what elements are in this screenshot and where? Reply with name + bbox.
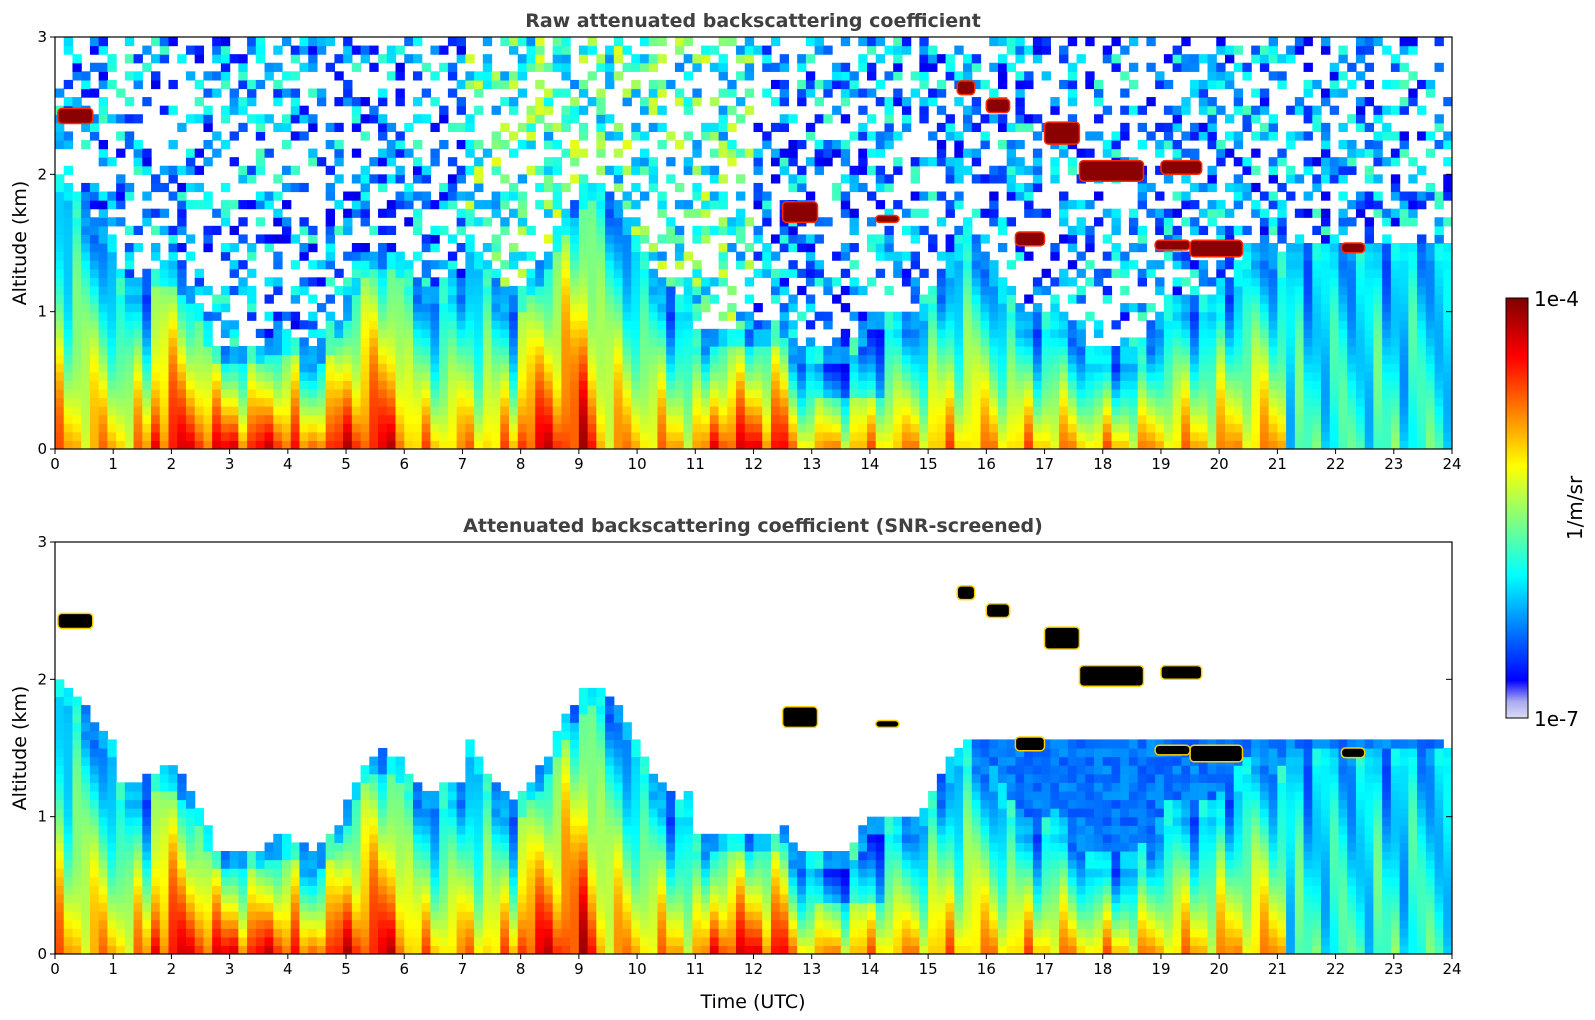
- x-tick-label: 19: [1151, 960, 1170, 978]
- x-tick-label: 19: [1151, 455, 1170, 473]
- x-tick-label: 14: [860, 960, 879, 978]
- x-tick-label: 23: [1384, 455, 1403, 473]
- x-tick-label: 10: [628, 960, 647, 978]
- colorbar-min-label: 1e-7: [1534, 707, 1579, 731]
- panel2-y-ticks: 0 1 2 3: [37, 533, 1452, 963]
- y-tick-label: 0: [37, 945, 47, 963]
- colorbar-gradient: [1505, 297, 1529, 719]
- x-tick-label: 12: [744, 960, 763, 978]
- panel2-y-label: Altitude (km): [9, 686, 31, 811]
- colorbar-max-label: 1e-4: [1534, 287, 1579, 311]
- x-tick-label: 12: [744, 455, 763, 473]
- screened-backscatter-panel: Attenuated backscattering coefficient (S…: [9, 515, 1462, 1013]
- x-tick-label: 6: [399, 455, 409, 473]
- x-tick-label: 22: [1326, 960, 1345, 978]
- y-tick-label: 3: [37, 533, 47, 551]
- x-tick-label: 2: [167, 960, 177, 978]
- x-tick-label: 8: [516, 960, 526, 978]
- x-tick-label: 11: [686, 455, 705, 473]
- x-tick-label: 24: [1442, 455, 1461, 473]
- panel1-title: Raw attenuated backscattering coefficien…: [525, 10, 981, 32]
- x-tick-label: 11: [686, 960, 705, 978]
- x-tick-label: 0: [50, 455, 60, 473]
- x-tick-label: 4: [283, 960, 293, 978]
- y-tick-label: 3: [37, 28, 47, 46]
- x-tick-label: 13: [802, 455, 821, 473]
- x-tick-label: 9: [574, 455, 584, 473]
- x-tick-label: 21: [1268, 455, 1287, 473]
- x-tick-label: 18: [1093, 455, 1112, 473]
- x-tick-label: 1: [108, 455, 118, 473]
- x-tick-label: 3: [225, 960, 235, 978]
- x-tick-label: 2: [167, 455, 177, 473]
- x-tick-label: 3: [225, 455, 235, 473]
- panel1-y-ticks: 0 1 2 3: [37, 28, 1452, 458]
- panel1-y-label: Altitude (km): [9, 181, 31, 306]
- panel2-title: Attenuated backscattering coefficient (S…: [463, 515, 1043, 537]
- y-tick-label: 0: [37, 440, 47, 458]
- screened-heatmap: [55, 542, 1452, 954]
- x-tick-label: 17: [1035, 455, 1054, 473]
- y-tick-label: 1: [37, 303, 47, 321]
- x-tick-label: 0: [50, 960, 60, 978]
- x-tick-label: 21: [1268, 960, 1287, 978]
- x-tick-label: 9: [574, 960, 584, 978]
- x-tick-label: 4: [283, 455, 293, 473]
- raw-backscatter-panel: Raw attenuated backscattering coefficien…: [9, 10, 1462, 473]
- x-tick-label: 8: [516, 455, 526, 473]
- x-tick-label: 7: [458, 455, 468, 473]
- x-tick-label: 18: [1093, 960, 1112, 978]
- x-tick-label: 1: [108, 960, 118, 978]
- x-tick-label: 16: [977, 455, 996, 473]
- y-tick-label: 2: [37, 670, 47, 688]
- x-tick-label: 14: [860, 455, 879, 473]
- x-tick-label: 15: [919, 455, 938, 473]
- x-tick-label: 24: [1442, 960, 1461, 978]
- x-tick-label: 20: [1210, 455, 1229, 473]
- colorbar-unit-label: 1/m/sr: [1563, 475, 1587, 540]
- x-tick-label: 6: [399, 960, 409, 978]
- x-tick-label: 17: [1035, 960, 1054, 978]
- x-tick-label: 5: [341, 455, 351, 473]
- x-tick-label: 23: [1384, 960, 1403, 978]
- panel1-x-ticks: 0 1 2 3 4 5 6 7 8 9 10 11 12 13 14 15 16 17 18 19 20 21 22 23 24: [50, 449, 1462, 473]
- x-tick-label: 7: [458, 960, 468, 978]
- panel2-x-ticks: 0 1 2 3 4 5 6 7 8 9 10 11 12 13 14 15 16 17 18 19 20 21 22 23 24: [50, 954, 1462, 978]
- x-tick-label: 5: [341, 960, 351, 978]
- x-tick-label: 22: [1326, 455, 1345, 473]
- colorbar: 1e-4 1e-7 1/m/sr: [1505, 287, 1587, 731]
- x-axis-label: Time (UTC): [699, 991, 805, 1013]
- y-tick-label: 1: [37, 808, 47, 826]
- y-tick-label: 2: [37, 165, 47, 183]
- x-tick-label: 13: [802, 960, 821, 978]
- x-tick-label: 16: [977, 960, 996, 978]
- x-tick-label: 20: [1210, 960, 1229, 978]
- x-tick-label: 10: [628, 455, 647, 473]
- raw-heatmap: [55, 37, 1452, 449]
- x-tick-label: 15: [919, 960, 938, 978]
